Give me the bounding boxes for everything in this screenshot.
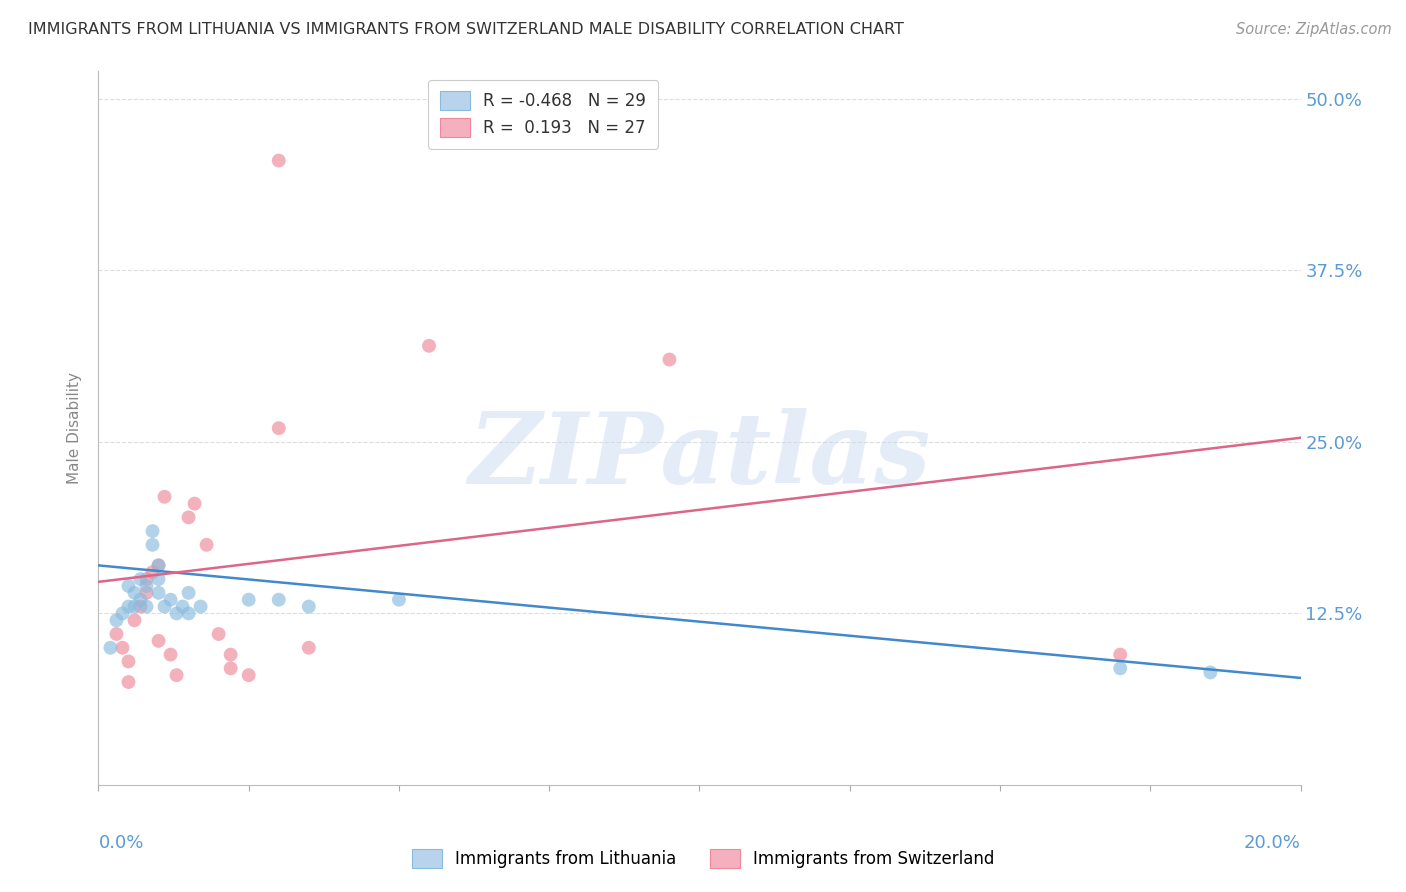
Point xyxy=(148,558,170,573)
Point xyxy=(219,648,242,662)
Point xyxy=(148,586,170,600)
Legend: R = -0.468   N = 29, R =  0.193   N = 27: R = -0.468 N = 29, R = 0.193 N = 27 xyxy=(429,79,658,149)
Point xyxy=(298,640,321,655)
Point xyxy=(105,627,128,641)
Point xyxy=(117,599,139,614)
Point xyxy=(135,579,157,593)
Point xyxy=(148,558,170,573)
Point xyxy=(117,675,139,690)
Point xyxy=(129,592,152,607)
Point xyxy=(1109,648,1132,662)
Point xyxy=(267,421,290,435)
Point xyxy=(418,339,440,353)
Point xyxy=(166,607,188,621)
Point xyxy=(135,586,157,600)
Text: 0.0%: 0.0% xyxy=(98,834,143,852)
Point xyxy=(267,592,290,607)
Point xyxy=(172,599,194,614)
Point xyxy=(148,572,170,586)
Point xyxy=(195,538,218,552)
Point xyxy=(105,613,128,627)
Y-axis label: Male Disability: Male Disability xyxy=(67,372,83,484)
Point xyxy=(153,490,176,504)
Point xyxy=(208,627,231,641)
Point xyxy=(124,599,146,614)
Point xyxy=(658,352,681,367)
Point xyxy=(100,640,122,655)
Point xyxy=(153,599,176,614)
Point xyxy=(177,607,200,621)
Point xyxy=(177,586,200,600)
Point xyxy=(238,592,260,607)
Text: IMMIGRANTS FROM LITHUANIA VS IMMIGRANTS FROM SWITZERLAND MALE DISABILITY CORRELA: IMMIGRANTS FROM LITHUANIA VS IMMIGRANTS … xyxy=(28,22,904,37)
Point xyxy=(267,153,290,168)
Point xyxy=(141,538,163,552)
Point xyxy=(141,524,163,538)
Point xyxy=(177,510,200,524)
Text: Source: ZipAtlas.com: Source: ZipAtlas.com xyxy=(1236,22,1392,37)
Point xyxy=(124,586,146,600)
Point xyxy=(148,633,170,648)
Point xyxy=(388,592,411,607)
Point xyxy=(159,648,181,662)
Point xyxy=(238,668,260,682)
Point xyxy=(183,497,205,511)
Point xyxy=(135,599,157,614)
Point xyxy=(159,592,181,607)
Point xyxy=(1199,665,1222,680)
Point xyxy=(141,566,163,580)
Point xyxy=(111,640,134,655)
Point xyxy=(117,579,139,593)
Legend: Immigrants from Lithuania, Immigrants from Switzerland: Immigrants from Lithuania, Immigrants fr… xyxy=(405,843,1001,875)
Point xyxy=(111,607,134,621)
Point xyxy=(190,599,212,614)
Text: ZIPatlas: ZIPatlas xyxy=(468,409,931,505)
Text: 20.0%: 20.0% xyxy=(1244,834,1301,852)
Point xyxy=(298,599,321,614)
Point xyxy=(124,613,146,627)
Point xyxy=(166,668,188,682)
Point xyxy=(129,599,152,614)
Point xyxy=(117,655,139,669)
Point xyxy=(129,572,152,586)
Point xyxy=(1109,661,1132,675)
Point xyxy=(219,661,242,675)
Point xyxy=(135,572,157,586)
